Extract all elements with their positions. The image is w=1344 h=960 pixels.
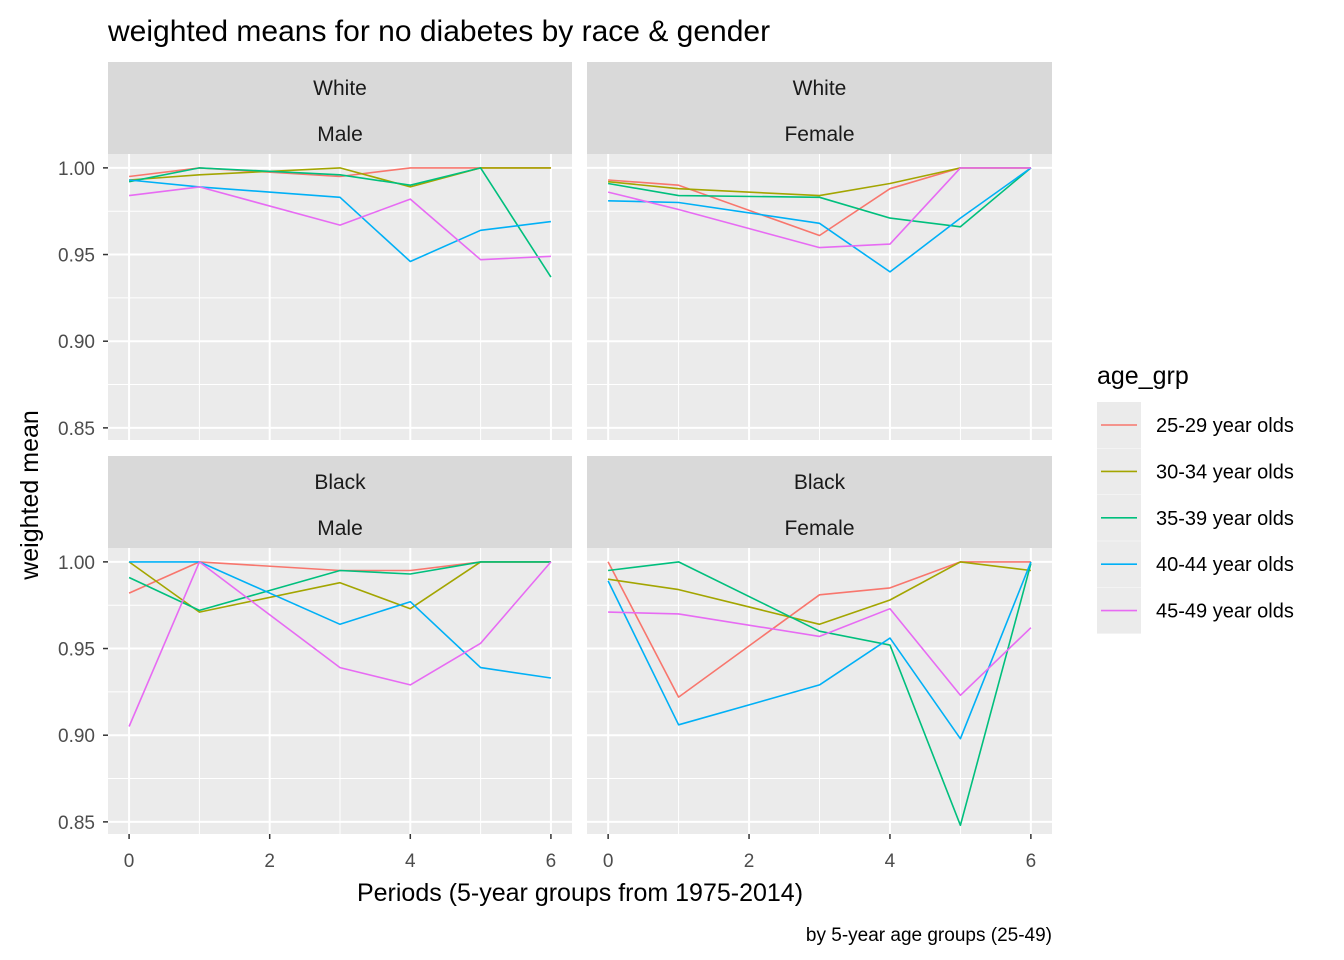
series-line-3 [128, 167, 552, 278]
x-tick-label: 6 [1026, 851, 1037, 872]
series-line-3 [608, 561, 1032, 827]
legend-label: 40-44 year olds [1156, 554, 1294, 576]
strip-label-gender: Female [784, 517, 854, 540]
y-tick-label: 0.90 [58, 726, 95, 747]
y-tick-label: 0.95 [58, 640, 95, 661]
series-line-2 [129, 167, 551, 188]
series-line-2 [607, 561, 1031, 626]
strip-label-race: White [793, 77, 847, 100]
strip-black-male [108, 456, 572, 548]
strip-label-race: Black [794, 471, 846, 494]
chart-caption: by 5-year age groups (25-49) [806, 925, 1052, 946]
series-line-3 [128, 561, 551, 612]
legend-entries: 25-29 year olds 30-34 year olds 35-39 year… [1097, 402, 1294, 634]
series-line-4 [129, 179, 551, 263]
x-tick-label: 6 [546, 851, 557, 872]
strip-label-race: White [313, 77, 367, 100]
y-tick-label: 0.95 [58, 246, 95, 267]
series-line-5 [608, 607, 1032, 697]
strip-black-female [587, 456, 1052, 548]
series-line-3 [607, 167, 1032, 228]
strip-white-female [587, 62, 1052, 154]
legend-label: 35-39 year olds [1156, 508, 1294, 530]
y-tick-label: 1.00 [58, 553, 95, 574]
legend-label: 25-29 year olds [1156, 415, 1294, 437]
legend: age_grp 25-29 year olds 30-34 year olds 35… [1097, 362, 1294, 634]
strip-label-gender: Female [784, 123, 854, 146]
legend-label: 30-34 year olds [1156, 461, 1294, 483]
series-line-5 [128, 561, 552, 727]
legend-title: age_grp [1097, 362, 1189, 390]
legend-label: 45-49 year olds [1156, 601, 1294, 623]
panels-layer: WhiteMale0.850.900.951.00WhiteFemaleBlac… [58, 62, 1052, 872]
panel-black-male: Black Male 0.85 0.90 0.95 1.00 0 2 4 6 [58, 456, 572, 872]
strip-label-gender: Male [317, 123, 363, 146]
x-tick-label: 2 [264, 851, 275, 872]
x-axis-title: Periods (5-year groups from 1975-2014) [357, 879, 803, 907]
x-tick-label: 4 [885, 851, 896, 872]
y-tick-label: 0.85 [58, 419, 95, 440]
y-tick-label: 0.85 [58, 813, 95, 834]
y-tick-label: 1.00 [58, 159, 95, 180]
series-line-5 [129, 186, 551, 261]
x-tick-label: 0 [124, 851, 135, 872]
series-line-5 [607, 167, 1031, 249]
legend-item: 25-29 year olds [1097, 402, 1294, 448]
legend-item: 30-34 year olds [1097, 448, 1294, 495]
y-tick-label: 0.90 [58, 332, 95, 353]
strip-label-gender: Male [317, 517, 363, 540]
legend-item: 35-39 year olds [1097, 494, 1294, 541]
panel-white-female: White Female [587, 62, 1052, 440]
legend-item: 45-49 year olds [1097, 587, 1294, 634]
y-axis-title: weighted mean [16, 410, 44, 581]
series-line-4 [608, 167, 1032, 273]
series-line-4 [129, 561, 552, 679]
x-tick-label: 4 [405, 851, 416, 872]
strip-label-race: Black [314, 471, 366, 494]
panel-black-female: Black Female 0 2 4 6 [587, 456, 1052, 872]
series-line-1 [607, 561, 1031, 698]
panel-white-male: White Male 0.85 0.90 0.95 1.00 [58, 62, 572, 440]
x-tick-label: 0 [603, 851, 614, 872]
legend-item: 40-44 year olds [1097, 541, 1294, 588]
series-line-4 [607, 561, 1032, 740]
strip-white-male [108, 62, 572, 154]
x-tick-label: 2 [744, 851, 755, 872]
chart-title: weighted means for no diabetes by race &… [107, 15, 770, 48]
